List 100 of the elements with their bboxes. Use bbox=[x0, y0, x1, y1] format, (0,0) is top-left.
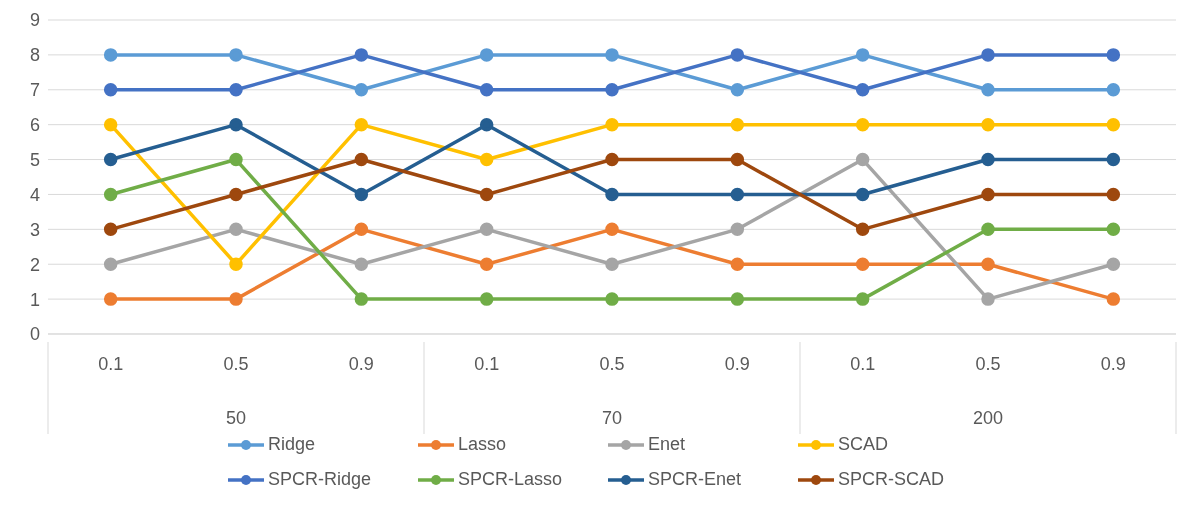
point bbox=[354, 48, 369, 62]
point bbox=[103, 48, 118, 62]
point bbox=[1106, 257, 1121, 271]
point bbox=[479, 187, 494, 202]
point bbox=[479, 222, 494, 237]
y-tick-label: 1 bbox=[29, 289, 40, 310]
point bbox=[981, 222, 995, 237]
legend-label: Lasso bbox=[458, 434, 507, 455]
legend-label: SPCR-Enet bbox=[648, 469, 742, 490]
text: 50 bbox=[225, 408, 247, 428]
point bbox=[981, 257, 995, 271]
point bbox=[605, 187, 619, 202]
point bbox=[605, 222, 619, 237]
point bbox=[1106, 83, 1121, 97]
point bbox=[479, 83, 494, 97]
point bbox=[981, 292, 995, 306]
point bbox=[479, 257, 494, 271]
point bbox=[730, 222, 745, 237]
point bbox=[229, 187, 243, 202]
point bbox=[103, 117, 118, 132]
point bbox=[479, 117, 494, 132]
point bbox=[605, 83, 619, 97]
point bbox=[354, 292, 369, 306]
point bbox=[103, 292, 118, 306]
point bbox=[103, 187, 118, 202]
point bbox=[855, 222, 870, 237]
point bbox=[229, 117, 243, 132]
point bbox=[354, 187, 369, 202]
legend-label: SPCR-Lasso bbox=[458, 469, 563, 490]
point bbox=[354, 83, 369, 97]
point bbox=[354, 152, 369, 167]
point bbox=[354, 257, 369, 271]
y-tick-label: 7 bbox=[29, 80, 40, 101]
y-tick-label: 9 bbox=[29, 10, 40, 31]
point bbox=[479, 152, 494, 167]
point bbox=[981, 187, 995, 202]
x-tick-label: 0.5 bbox=[975, 354, 1001, 374]
y-tick-label: 2 bbox=[29, 254, 40, 275]
point bbox=[229, 257, 243, 271]
x-tick-label: 0.1 bbox=[850, 354, 876, 374]
point bbox=[103, 83, 118, 97]
point bbox=[479, 292, 494, 306]
point bbox=[103, 257, 118, 271]
point bbox=[855, 83, 870, 97]
point bbox=[1106, 222, 1121, 237]
point bbox=[855, 48, 870, 62]
y-tick-label: 5 bbox=[29, 149, 40, 170]
point bbox=[354, 117, 369, 132]
point bbox=[730, 187, 745, 202]
y-tick-label: 8 bbox=[29, 45, 40, 66]
point bbox=[730, 83, 745, 97]
legend-label: Ridge bbox=[268, 434, 316, 455]
x-tick-label: 0.5 bbox=[223, 354, 249, 374]
point bbox=[479, 48, 494, 62]
point bbox=[981, 83, 995, 97]
point bbox=[730, 117, 745, 132]
point bbox=[981, 117, 995, 132]
point bbox=[605, 117, 619, 132]
x-tick-label: 0.9 bbox=[724, 354, 750, 374]
point bbox=[1106, 292, 1121, 306]
x-tick-label: 0.1 bbox=[474, 354, 500, 374]
point bbox=[855, 257, 870, 271]
point bbox=[855, 292, 870, 306]
y-tick-label: 4 bbox=[29, 184, 40, 205]
y-tick-label: 6 bbox=[29, 115, 40, 136]
legend-label: SPCR-SCAD bbox=[838, 469, 945, 490]
point bbox=[1106, 187, 1121, 202]
point bbox=[605, 292, 619, 306]
point bbox=[229, 222, 243, 237]
legend-label: Enet bbox=[648, 434, 686, 455]
x-tick-label: 0.1 bbox=[98, 354, 124, 374]
point bbox=[730, 257, 745, 271]
x-tick-label: 0.9 bbox=[1100, 354, 1126, 374]
text: 70 bbox=[601, 408, 623, 428]
point bbox=[730, 48, 745, 62]
point bbox=[1106, 152, 1121, 167]
point bbox=[981, 48, 995, 62]
point bbox=[103, 222, 118, 237]
y-tick-label: 3 bbox=[29, 219, 40, 240]
point bbox=[730, 292, 745, 306]
point bbox=[855, 117, 870, 132]
point bbox=[103, 152, 118, 167]
point bbox=[605, 48, 619, 62]
x-tick-label: 0.5 bbox=[599, 354, 625, 374]
point bbox=[1106, 117, 1121, 132]
point bbox=[855, 187, 870, 202]
y-tick-label: 0 bbox=[29, 324, 40, 345]
point bbox=[605, 257, 619, 271]
legend-label: SCAD bbox=[838, 434, 889, 455]
legend-label: SPCR-Ridge bbox=[268, 469, 372, 490]
point bbox=[981, 152, 995, 167]
point bbox=[605, 152, 619, 167]
point bbox=[229, 152, 243, 167]
point bbox=[229, 48, 243, 62]
point bbox=[730, 152, 745, 167]
point bbox=[229, 292, 243, 306]
point bbox=[1106, 48, 1121, 62]
point bbox=[855, 152, 870, 167]
x-tick-label: 0.9 bbox=[348, 354, 374, 374]
text: 200 bbox=[972, 408, 1004, 428]
